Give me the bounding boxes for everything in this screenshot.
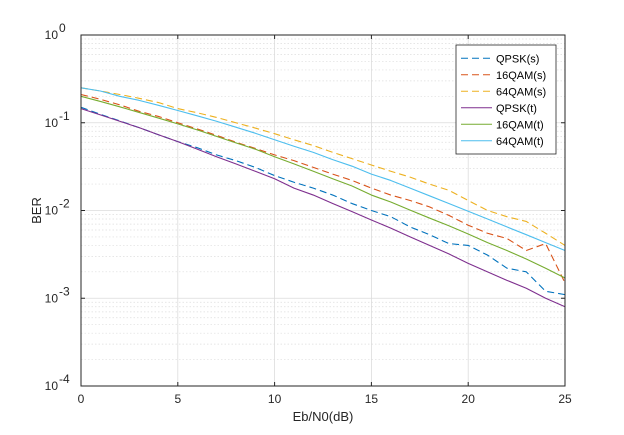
x-tick-label: 20 <box>462 392 476 406</box>
y-tick-exponent: -2 <box>59 197 70 211</box>
series-lines <box>80 87 566 308</box>
x-tick-label: 25 <box>558 392 572 406</box>
y-tick-exponent: -1 <box>59 109 70 123</box>
y-tick-exponent: 0 <box>59 21 66 35</box>
legend-label: 64QAM(t) <box>496 136 544 148</box>
y-tick-label: 10 <box>45 204 59 218</box>
x-axis-label: Eb/N0(dB) <box>293 409 354 424</box>
y-tick-label: 10 <box>45 116 59 130</box>
legend-label: 16QAM(t) <box>496 119 544 131</box>
series-line-64qam-t <box>80 87 566 252</box>
legend-label: 16QAM(s) <box>496 70 546 82</box>
series-line-16qam-t <box>80 95 566 279</box>
y-tick-label: 10 <box>45 28 59 42</box>
series-line-qpsk-s <box>80 106 566 296</box>
series-line-64qam-s <box>80 87 566 246</box>
y-tick-exponent: -3 <box>59 284 70 298</box>
legend-box <box>455 44 557 155</box>
x-tick-label: 15 <box>365 392 379 406</box>
y-axis-label: BER <box>29 197 44 224</box>
x-tick-label: 5 <box>174 392 181 406</box>
legend-label: QPSK(t) <box>496 103 537 115</box>
y-tick-exponent: -4 <box>59 372 70 386</box>
legend: QPSK(s) 16QAM(s) 64QAM(s) QPSK(t) 16QAM(t) 64… <box>455 44 557 155</box>
x-tick-label: 0 <box>78 392 85 406</box>
legend-label: 64QAM(s) <box>496 86 546 98</box>
y-tick-label: 10 <box>45 379 59 393</box>
legend-label: QPSK(s) <box>496 53 539 65</box>
series-line-qpsk-t <box>80 108 566 308</box>
x-tick-label: 10 <box>268 392 282 406</box>
series-line-16qam-s <box>80 93 566 284</box>
y-tick-label: 10 <box>45 291 59 305</box>
